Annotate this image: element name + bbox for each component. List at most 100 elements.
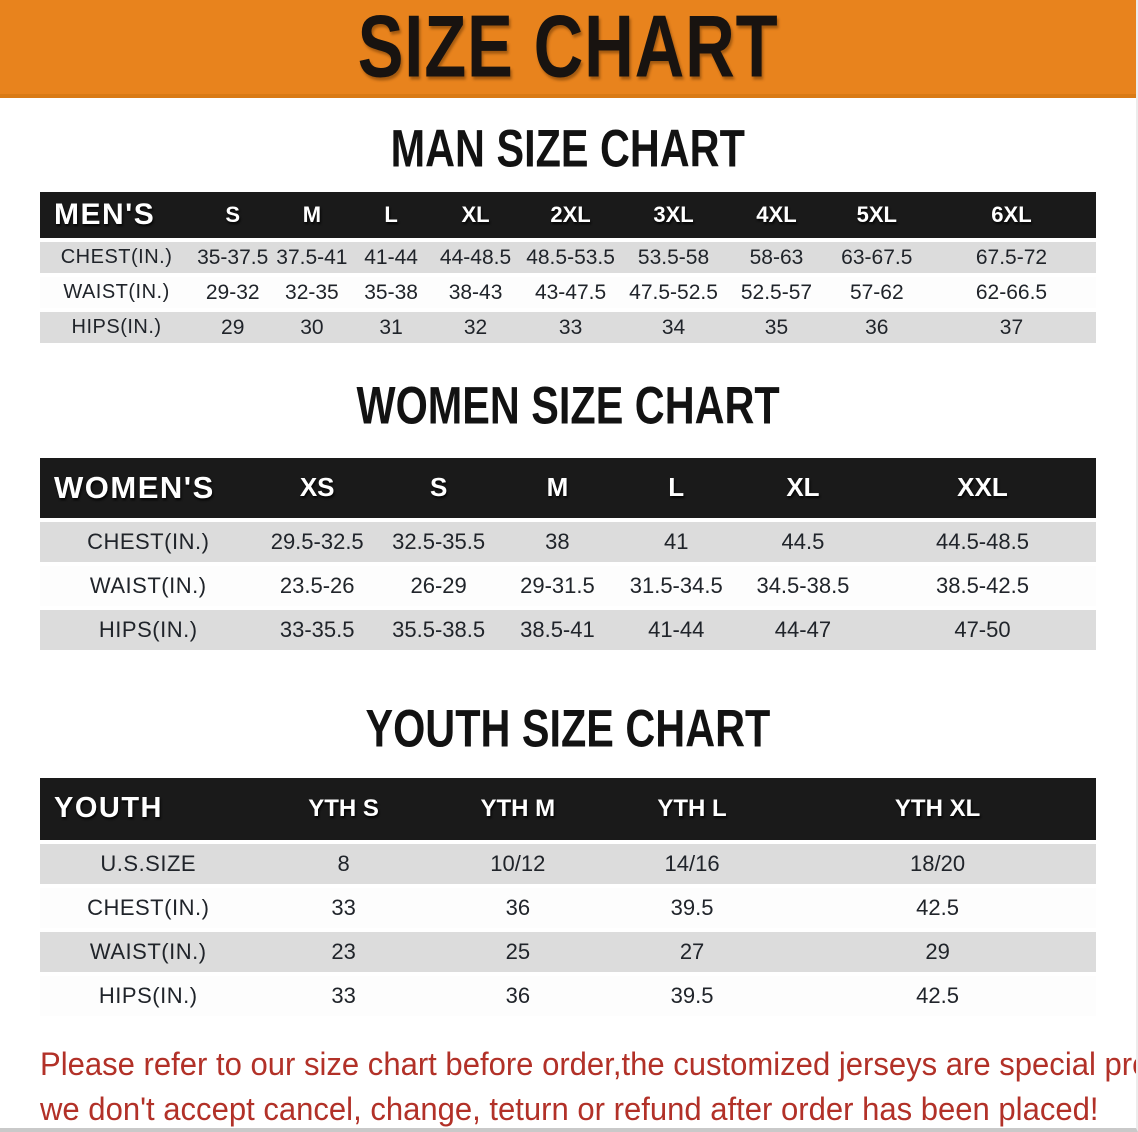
size-value: 37	[926, 312, 1096, 344]
table-row: CHEST(IN.) 35-37.5 37.5-41 41-44 44-48.5 48.5…	[40, 242, 1096, 274]
size-value: 35.5-38.5	[377, 609, 500, 650]
measurement-label: CHEST(IN.)	[40, 887, 257, 928]
size-value: 33-35.5	[256, 609, 378, 650]
size-table-women: WOMEN'S XS S M L XL XXL CHEST(IN.) 29.5-32.5 32.5…	[40, 454, 1096, 654]
size-value: 33	[256, 887, 431, 928]
size-column-header: L	[615, 457, 737, 518]
size-value: 33	[256, 975, 431, 1016]
size-value: 43-47.5	[520, 277, 621, 309]
measurement-label: WAIST(IN.)	[40, 565, 257, 606]
content: MAN SIZE CHART MEN'S S M L XL 2XL 3XL 4XL 5XL 6XL C…	[0, 120, 1138, 1128]
size-value: 23	[256, 931, 431, 972]
size-value: 18/20	[779, 843, 1096, 884]
size-value: 44-47	[736, 609, 869, 650]
size-value: 48.5-53.5	[520, 242, 621, 274]
notice-line-1: Please refer to our size chart before or…	[40, 1045, 1138, 1082]
size-value: 32.5-35.5	[377, 521, 500, 562]
size-column-header: 5XL	[826, 192, 927, 239]
size-value: 37.5-41	[272, 242, 352, 274]
table-row: U.S.SIZE 8 10/12 14/16 18/20	[40, 843, 1096, 884]
table-row: HIPS(IN.) 33-35.5 35.5-38.5 38.5-41 41-44 44-…	[40, 609, 1096, 650]
size-value: 29-31.5	[499, 565, 616, 606]
table-row: CHEST(IN.) 33 36 39.5 42.5	[40, 887, 1096, 928]
size-value: 29	[779, 931, 1096, 972]
size-value: 30	[272, 312, 352, 344]
table-title-cell: YOUTH	[40, 777, 257, 840]
size-value: 34	[620, 312, 727, 344]
heading-text: WOMEN SIZE CHART	[356, 375, 780, 436]
size-value: 35	[726, 312, 827, 344]
size-value: 42.5	[779, 975, 1096, 1016]
size-value: 31.5-34.5	[615, 565, 737, 606]
size-value: 29.5-32.5	[256, 521, 378, 562]
size-column-header: M	[499, 457, 616, 518]
size-value: 25	[430, 931, 605, 972]
size-column-header: M	[272, 192, 352, 239]
table-title-cell: WOMEN'S	[40, 457, 257, 518]
size-value: 36	[430, 975, 605, 1016]
size-column-header: 2XL	[520, 192, 621, 239]
size-column-header: YTH M	[430, 777, 605, 840]
size-column-header: YTH S	[256, 777, 431, 840]
banner: SIZE CHART	[0, 0, 1136, 98]
size-value: 62-66.5	[926, 277, 1096, 309]
section-heading-youth: YOUTH SIZE CHART	[40, 700, 1096, 756]
table-row: WAIST(IN.) 29-32 32-35 35-38 38-43 43-47.5 47.…	[40, 277, 1096, 309]
size-column-header: YTH XL	[779, 777, 1096, 840]
section-women: WOMEN SIZE CHART WOMEN'S XS S M L XL XXL CHEST(I…	[40, 377, 1096, 654]
size-value: 57-62	[826, 277, 927, 309]
heading-text: YOUTH SIZE CHART	[365, 697, 771, 758]
size-value: 31	[351, 312, 431, 344]
table-row: WAIST(IN.) 23 25 27 29	[40, 931, 1096, 972]
section-men: MAN SIZE CHART MEN'S S M L XL 2XL 3XL 4XL 5XL 6XL C…	[40, 120, 1096, 347]
size-value: 26-29	[377, 565, 500, 606]
size-value: 44.5	[736, 521, 869, 562]
size-value: 35-38	[351, 277, 431, 309]
size-column-header: S	[377, 457, 500, 518]
measurement-label: HIPS(IN.)	[40, 312, 194, 344]
size-column-header: XS	[256, 457, 378, 518]
size-value: 67.5-72	[926, 242, 1096, 274]
header-row: MEN'S S M L XL 2XL 3XL 4XL 5XL 6XL	[40, 192, 1096, 239]
header-row: YOUTH YTH S YTH M YTH L YTH XL	[40, 777, 1096, 840]
measurement-label: U.S.SIZE	[40, 843, 257, 884]
size-value: 44.5-48.5	[868, 521, 1096, 562]
size-value: 32	[430, 312, 521, 344]
section-heading-women: WOMEN SIZE CHART	[40, 377, 1096, 433]
size-value: 29	[193, 312, 273, 344]
section-youth: YOUTH SIZE CHART YOUTH YTH S YTH M YTH L YTH …	[40, 700, 1096, 1020]
table-row: CHEST(IN.) 29.5-32.5 32.5-35.5 38 41 44.5 44.5…	[40, 521, 1096, 562]
size-value: 47-50	[868, 609, 1096, 650]
measurement-label: HIPS(IN.)	[40, 975, 257, 1016]
size-value: 47.5-52.5	[620, 277, 727, 309]
banner-title: SIZE CHART	[357, 0, 779, 96]
size-table-youth: YOUTH YTH S YTH M YTH L YTH XL U.S.SIZE 8 10/12…	[40, 774, 1096, 1020]
size-value: 27	[604, 931, 780, 972]
size-value: 29-32	[193, 277, 273, 309]
table-row: HIPS(IN.) 33 36 39.5 42.5	[40, 975, 1096, 1016]
header-row: WOMEN'S XS S M L XL XXL	[40, 457, 1096, 518]
measurement-label: CHEST(IN.)	[40, 521, 257, 562]
size-value: 41-44	[351, 242, 431, 274]
table-row: WAIST(IN.) 23.5-26 26-29 29-31.5 31.5-34.5 34…	[40, 565, 1096, 606]
size-column-header: L	[351, 192, 431, 239]
size-value: 52.5-57	[726, 277, 827, 309]
size-column-header: XXL	[868, 457, 1096, 518]
size-column-header: S	[193, 192, 273, 239]
measurement-label: WAIST(IN.)	[40, 931, 257, 972]
size-value: 58-63	[726, 242, 827, 274]
size-column-header: XL	[736, 457, 869, 518]
measurement-label: CHEST(IN.)	[40, 242, 194, 274]
size-value: 34.5-38.5	[736, 565, 869, 606]
sections: MAN SIZE CHART MEN'S S M L XL 2XL 3XL 4XL 5XL 6XL C…	[40, 120, 1096, 1020]
table-row: HIPS(IN.) 29 30 31 32 33 34 35 36 37	[40, 312, 1096, 344]
section-heading-men: MAN SIZE CHART	[40, 120, 1096, 176]
size-value: 10/12	[430, 843, 605, 884]
size-value: 23.5-26	[256, 565, 378, 606]
size-value: 36	[826, 312, 927, 344]
size-value: 42.5	[779, 887, 1096, 928]
size-value: 41-44	[615, 609, 737, 650]
notice-line-2: we don't accept cancel, change, teturn o…	[40, 1090, 1099, 1127]
size-value: 38-43	[430, 277, 521, 309]
